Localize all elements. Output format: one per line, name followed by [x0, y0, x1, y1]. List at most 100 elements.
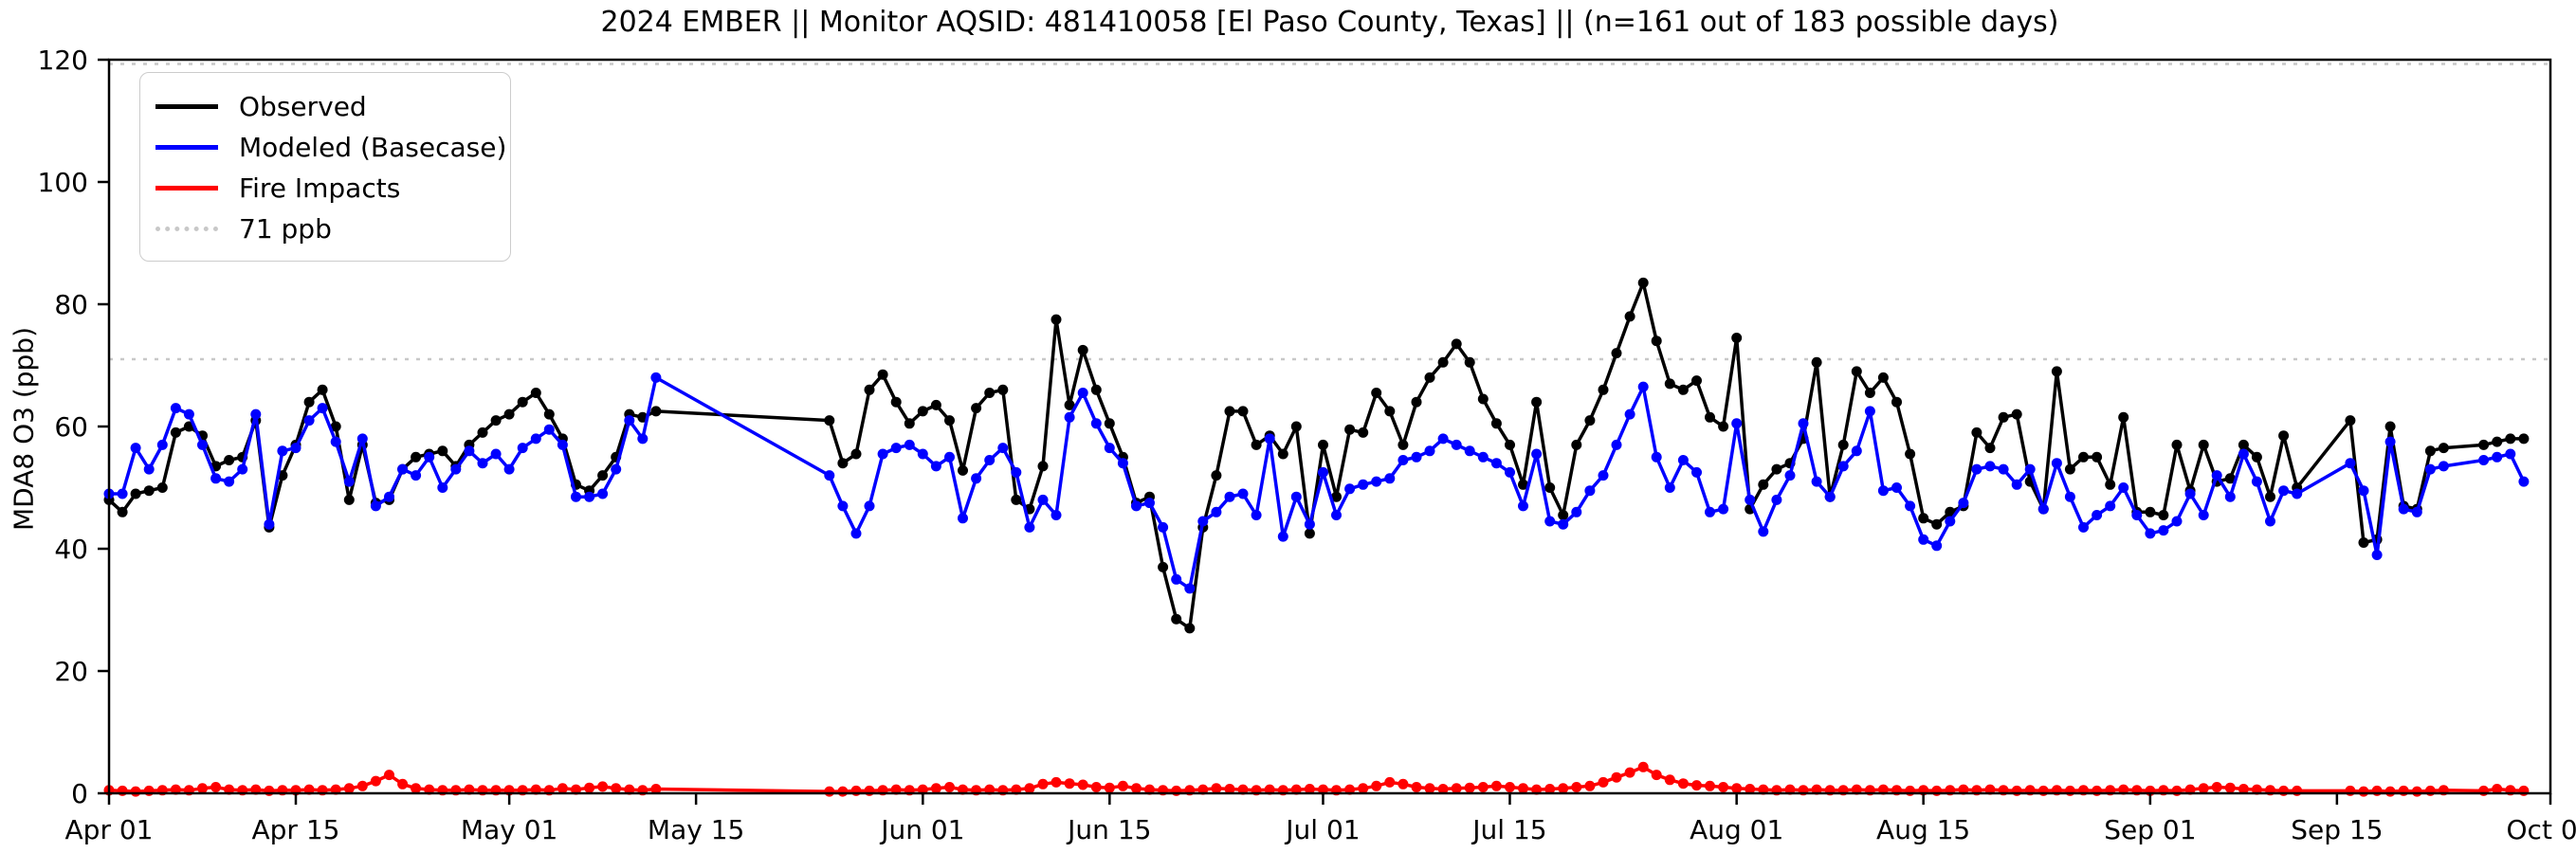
data-point-modeled-basecase- [1758, 526, 1769, 537]
data-point-observed [2438, 443, 2449, 454]
data-point-observed [1811, 356, 1822, 368]
data-point-modeled-basecase- [2198, 510, 2209, 520]
data-point-modeled-basecase- [1624, 408, 1635, 420]
data-point-modeled-basecase- [543, 424, 555, 435]
data-point-observed [1477, 393, 1489, 405]
data-point-observed [1677, 384, 1689, 395]
data-point-observed [2078, 451, 2089, 463]
x-tick-label: Sep 01 [2104, 814, 2196, 845]
legend-label: Modeled (Basecase) [239, 132, 507, 163]
fire-impacts-line-swatch [155, 186, 218, 191]
data-point-observed [224, 455, 235, 465]
data-point-fire-impacts [1037, 778, 1049, 789]
data-point-observed [877, 369, 888, 380]
x-tick-label: Aug 15 [1876, 814, 1970, 845]
legend-label: 71 ppb [239, 213, 332, 245]
data-point-observed [1384, 406, 1396, 417]
data-point-modeled-basecase- [2211, 470, 2222, 481]
data-point-observed [1558, 510, 1569, 520]
data-point-observed [1344, 424, 1356, 435]
data-point-modeled-basecase- [997, 443, 1009, 454]
data-point-observed [2105, 479, 2116, 490]
x-tick-label: Sep 15 [2291, 814, 2383, 845]
data-point-modeled-basecase- [1864, 406, 1875, 417]
data-point-fire-impacts [2384, 786, 2396, 797]
legend-item-71ppb: 71 ppb [155, 209, 493, 249]
data-point-modeled-basecase- [2037, 503, 2049, 515]
data-point-modeled-basecase- [1558, 518, 1569, 530]
data-point-modeled-basecase- [1891, 482, 1902, 493]
data-point-modeled-basecase- [1945, 516, 1956, 527]
data-point-modeled-basecase- [1090, 418, 1102, 429]
data-point-observed [543, 408, 555, 420]
data-point-observed [2011, 408, 2022, 420]
data-point-observed [1304, 528, 1315, 539]
data-point-observed [1731, 333, 1743, 343]
data-point-modeled-basecase- [850, 528, 862, 539]
data-point-observed [2518, 433, 2530, 445]
data-point-modeled-basecase- [210, 473, 222, 484]
data-point-observed [1090, 384, 1102, 395]
data-point-observed [1945, 506, 1956, 517]
data-point-modeled-basecase- [1424, 445, 1435, 457]
data-point-fire-impacts [397, 778, 409, 789]
data-point-observed [1077, 344, 1088, 355]
data-point-modeled-basecase- [2145, 528, 2156, 539]
data-point-modeled-basecase- [530, 433, 541, 445]
data-point-modeled-basecase- [1718, 503, 1729, 515]
data-point-fire-impacts [1705, 780, 1715, 791]
data-point-fire-impacts [650, 784, 662, 794]
data-point-modeled-basecase- [1918, 534, 1929, 545]
data-point-observed [2171, 439, 2183, 450]
data-point-fire-impacts [2198, 783, 2209, 794]
data-point-observed [930, 399, 941, 410]
data-point-modeled-basecase- [330, 436, 341, 447]
data-point-modeled-basecase- [1011, 466, 1022, 478]
data-point-modeled-basecase- [143, 463, 155, 475]
data-point-modeled-basecase- [1064, 411, 1075, 423]
data-point-modeled-basecase- [1531, 448, 1543, 460]
data-point-modeled-basecase- [2411, 506, 2422, 517]
data-point-fire-impacts [597, 781, 609, 792]
data-point-fire-impacts [930, 783, 941, 794]
data-point-fire-impacts [1424, 783, 1435, 794]
data-point-fire-impacts [356, 780, 368, 791]
data-point-modeled-basecase- [2158, 525, 2169, 536]
data-point-modeled-basecase- [2478, 455, 2490, 465]
data-point-observed [1290, 421, 1302, 432]
data-point-modeled-basecase- [1264, 433, 1275, 445]
data-point-observed [170, 426, 181, 438]
data-point-observed [490, 415, 502, 426]
data-point-modeled-basecase- [1437, 433, 1449, 445]
data-point-modeled-basecase- [958, 513, 968, 524]
data-point-observed [2251, 451, 2262, 463]
data-point-observed [2358, 537, 2369, 548]
data-point-modeled-basecase- [1050, 510, 1062, 520]
legend-item-fire-impacts: Fire Impacts [155, 168, 493, 209]
data-point-modeled-basecase- [2051, 458, 2062, 469]
data-point-observed [2478, 439, 2490, 450]
data-point-modeled-basecase- [1745, 494, 1756, 505]
data-point-modeled-basecase- [1584, 485, 1596, 497]
data-point-fire-impacts [411, 783, 422, 794]
legend-label: Fire Impacts [239, 172, 401, 204]
data-point-fire-impacts [1437, 784, 1449, 794]
data-point-observed [2092, 451, 2103, 463]
data-point-observed [130, 488, 141, 499]
data-point-observed [2278, 430, 2290, 442]
data-point-observed [317, 384, 328, 395]
data-point-observed [1358, 426, 1369, 438]
data-point-observed [824, 415, 835, 426]
data-point-modeled-basecase- [1131, 500, 1142, 512]
data-point-modeled-basecase- [877, 448, 888, 460]
legend-item-observed: Observed [155, 86, 493, 127]
data-point-observed [1651, 336, 1662, 347]
data-point-fire-impacts [1544, 784, 1556, 794]
data-point-fire-impacts [1077, 779, 1088, 790]
data-point-modeled-basecase- [2064, 491, 2075, 502]
data-point-observed [1104, 418, 1115, 429]
data-point-observed [1451, 338, 1462, 350]
data-point-observed [2198, 439, 2209, 450]
data-point-modeled-basecase- [2105, 500, 2116, 512]
data-point-modeled-basecase- [2078, 521, 2089, 533]
